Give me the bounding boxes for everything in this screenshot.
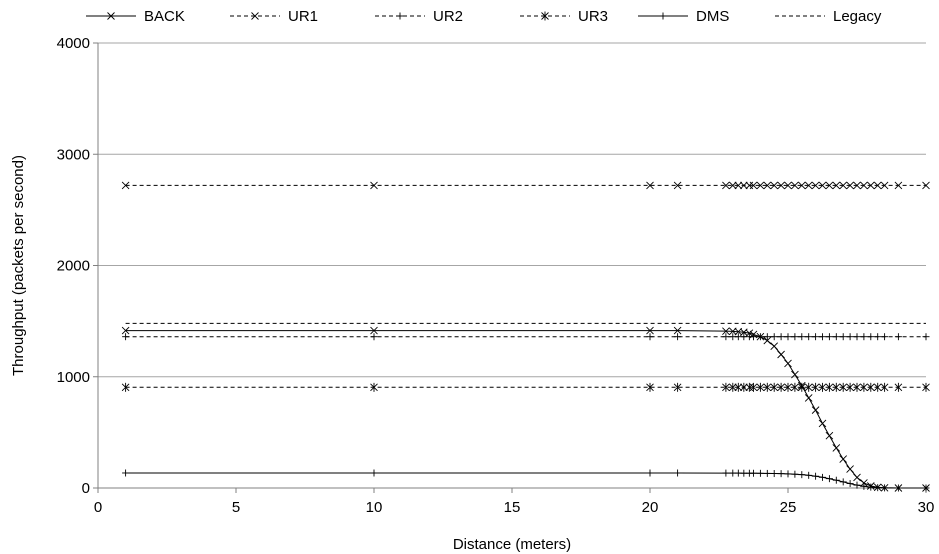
data-point <box>825 181 834 190</box>
x-tick-label: 10 <box>366 499 383 516</box>
y-tick-label: 3000 <box>57 146 90 163</box>
y-axis-title: Throughput (packets per second) <box>10 155 27 376</box>
data-point <box>749 181 758 190</box>
series-ur1 <box>121 181 930 190</box>
data-point <box>853 473 861 482</box>
y-tick-label: 4000 <box>57 35 90 52</box>
data-point <box>763 181 772 190</box>
data-point <box>791 370 799 379</box>
series-back <box>121 326 930 492</box>
data-point <box>784 359 792 368</box>
data-point <box>866 181 875 190</box>
data-point <box>846 465 854 473</box>
y-tick-label: 0 <box>82 480 90 497</box>
series-line <box>125 330 926 489</box>
data-point <box>777 181 785 190</box>
series-dms <box>122 469 930 492</box>
data-point <box>811 181 820 190</box>
x-tick-label: 5 <box>232 499 240 516</box>
legend-marker <box>107 12 115 20</box>
legend-label: DMS <box>696 8 729 25</box>
legend-item: UR3 <box>520 8 608 25</box>
data-point <box>121 326 130 335</box>
data-point <box>846 181 854 190</box>
data-point <box>646 326 654 335</box>
data-point <box>804 394 813 402</box>
data-point <box>734 181 743 190</box>
axes: 0 1000 2000 3000 4000 0 5 10 15 20 25 30 <box>57 35 935 516</box>
data-point <box>763 336 772 345</box>
legend-label: UR1 <box>288 8 318 25</box>
data-point <box>797 181 806 190</box>
data-point <box>832 181 841 190</box>
x-tick-label: 0 <box>94 499 102 516</box>
data-point <box>818 419 827 428</box>
legend-label: UR3 <box>578 8 608 25</box>
legend-item: UR2 <box>375 8 463 25</box>
data-point <box>922 181 930 190</box>
legend-marker <box>251 12 259 20</box>
x-tick-label: 20 <box>642 499 659 516</box>
data-point <box>791 181 799 190</box>
data-point <box>756 181 765 190</box>
data-point <box>873 181 882 190</box>
data-point <box>860 181 868 190</box>
x-tick-label: 25 <box>780 499 797 516</box>
legend-item: UR1 <box>230 8 318 25</box>
data-point <box>722 181 730 190</box>
data-point <box>740 181 748 190</box>
legend-item: DMS <box>638 8 729 25</box>
series-group <box>121 181 930 492</box>
series-ur2 <box>122 333 930 341</box>
legend-label: BACK <box>144 8 185 25</box>
data-point <box>825 431 834 440</box>
data-point <box>673 181 682 190</box>
data-point <box>745 329 754 337</box>
data-point <box>370 181 378 190</box>
legend-label: UR2 <box>433 8 463 25</box>
data-point <box>839 181 848 190</box>
gridlines <box>98 42 926 378</box>
data-point <box>894 181 903 190</box>
data-point <box>121 181 130 190</box>
data-point <box>728 181 737 190</box>
data-point <box>811 406 820 414</box>
data-point <box>832 444 841 452</box>
x-tick-label: 15 <box>504 499 521 516</box>
series-ur3 <box>121 382 930 392</box>
data-point <box>839 455 848 463</box>
data-point <box>770 342 779 350</box>
data-point <box>804 181 813 190</box>
data-point <box>777 350 785 359</box>
data-point <box>646 181 654 190</box>
data-point <box>784 181 792 190</box>
y-tick-label: 2000 <box>57 258 90 275</box>
data-point <box>673 326 682 335</box>
data-point <box>818 181 827 190</box>
data-point <box>722 327 730 335</box>
legend-item: BACK <box>86 8 185 25</box>
x-axis-title: Distance (meters) <box>453 536 571 553</box>
legend: BACK UR1 UR2 UR3 DMS Legacy <box>86 8 882 25</box>
data-point <box>370 326 378 335</box>
data-point <box>880 181 889 190</box>
data-point <box>853 181 861 190</box>
legend-item: Legacy <box>775 8 882 25</box>
legend-label: Legacy <box>833 8 882 25</box>
y-tick-label: 1000 <box>57 369 90 386</box>
data-point <box>770 181 779 190</box>
x-tick-label: 30 <box>918 499 935 516</box>
